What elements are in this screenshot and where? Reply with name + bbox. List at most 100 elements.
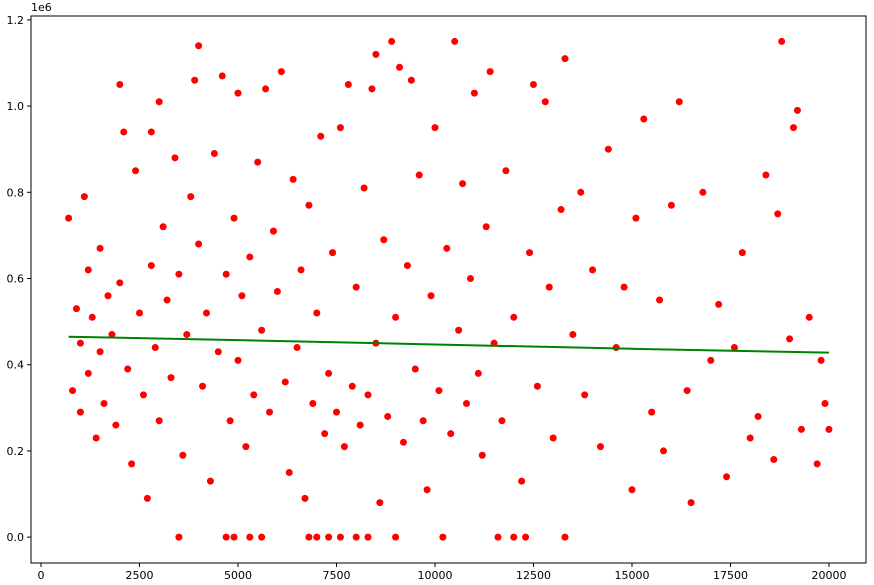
x-tick-label: 5000 (224, 569, 252, 582)
x-tick-label: 10000 (417, 569, 452, 582)
x-tick-label: 2500 (126, 569, 154, 582)
scatter-point (376, 499, 384, 507)
x-tick-label: 20000 (811, 569, 846, 582)
scatter-point (364, 391, 372, 399)
scatter-point (258, 533, 266, 541)
scatter-point (518, 477, 526, 485)
scatter-point (195, 240, 203, 248)
scatter-point (234, 356, 242, 364)
scatter-point (415, 171, 423, 179)
y-tick-label: 1.0 (7, 100, 25, 113)
scatter-point (805, 313, 813, 321)
y-tick-label: 0.2 (7, 445, 25, 458)
scatter-point (147, 128, 155, 136)
scatter-point (656, 296, 664, 304)
scatter-point (151, 343, 159, 351)
scatter-point (155, 98, 163, 106)
scatter-point (104, 292, 112, 300)
scatter-point (368, 85, 376, 93)
scatter-point (246, 533, 254, 541)
scatter-point (179, 451, 187, 459)
scatter-point (569, 331, 577, 339)
scatter-point (498, 417, 506, 425)
scatter-point (238, 292, 246, 300)
scatter-point (439, 533, 447, 541)
scatter-point (533, 382, 541, 390)
scatter-point (254, 158, 262, 166)
scatter-point (478, 451, 486, 459)
scatter-point (459, 180, 467, 188)
scatter-point (604, 145, 612, 153)
scatter-point (360, 184, 368, 192)
scatter-point (206, 477, 214, 485)
scatter-point (557, 206, 565, 214)
scatter-point (821, 400, 829, 408)
scatter-point (285, 468, 293, 476)
scatter-point (128, 460, 136, 468)
scatter-point (297, 266, 305, 274)
scatter-point (313, 309, 321, 317)
scatter-point (392, 313, 400, 321)
scatter-point (305, 533, 313, 541)
scatter-point (155, 417, 163, 425)
scatter-point (762, 171, 770, 179)
scatter-point (210, 150, 218, 158)
scatter-point (577, 188, 585, 196)
scatter-point (510, 313, 518, 321)
scatter-point (502, 167, 510, 175)
scatter-point (108, 331, 116, 339)
scatter-point (195, 42, 203, 50)
scatter-point (92, 434, 100, 442)
scatter-point (707, 356, 715, 364)
scatter-point (754, 412, 762, 420)
scatter-point (202, 309, 210, 317)
scatter-point (797, 425, 805, 433)
scatter-point (329, 249, 337, 257)
y-tick-label: 0.8 (7, 186, 25, 199)
scatter-point (396, 63, 404, 71)
scatter-point (380, 236, 388, 244)
scatter-point (69, 387, 77, 395)
scatter-point (344, 81, 352, 89)
scatter-point (242, 443, 250, 451)
scatter-point (313, 533, 321, 541)
scatter-point (250, 391, 258, 399)
scatter-point (825, 425, 833, 433)
scatter-point (738, 249, 746, 257)
scatter-point (419, 417, 427, 425)
scatter-point (793, 106, 801, 114)
scatter-point (486, 68, 494, 76)
scatter-point (549, 434, 557, 442)
scatter-point (336, 124, 344, 132)
scatter-point (65, 214, 73, 222)
scatter-point (431, 124, 439, 132)
scatter-point (159, 223, 167, 231)
scatter-point (470, 89, 478, 97)
scatter-point (723, 473, 731, 481)
scatter-point (112, 421, 120, 429)
scatter-point (466, 275, 474, 283)
scatter-point (116, 279, 124, 287)
scatter-point (218, 72, 226, 80)
scatter-point (730, 343, 738, 351)
scatter-point (778, 37, 786, 45)
scatter-point (403, 262, 411, 270)
x-tick-label: 17500 (713, 569, 748, 582)
scatter-point (340, 443, 348, 451)
y-tick-label: 0.4 (7, 359, 25, 372)
scatter-point (266, 408, 274, 416)
scatter-point (443, 244, 451, 252)
scatter-point (246, 253, 254, 261)
scatter-point (222, 270, 230, 278)
scatter-point (175, 270, 183, 278)
scatter-point (632, 214, 640, 222)
scatter-point (88, 313, 96, 321)
scatter-point (214, 348, 222, 356)
scatter-point (100, 400, 108, 408)
scatter-point (447, 430, 455, 438)
scatter-point (277, 68, 285, 76)
scatter-point (561, 533, 569, 541)
scatter-point (813, 460, 821, 468)
scatter-point (399, 438, 407, 446)
scatter-point (494, 533, 502, 541)
